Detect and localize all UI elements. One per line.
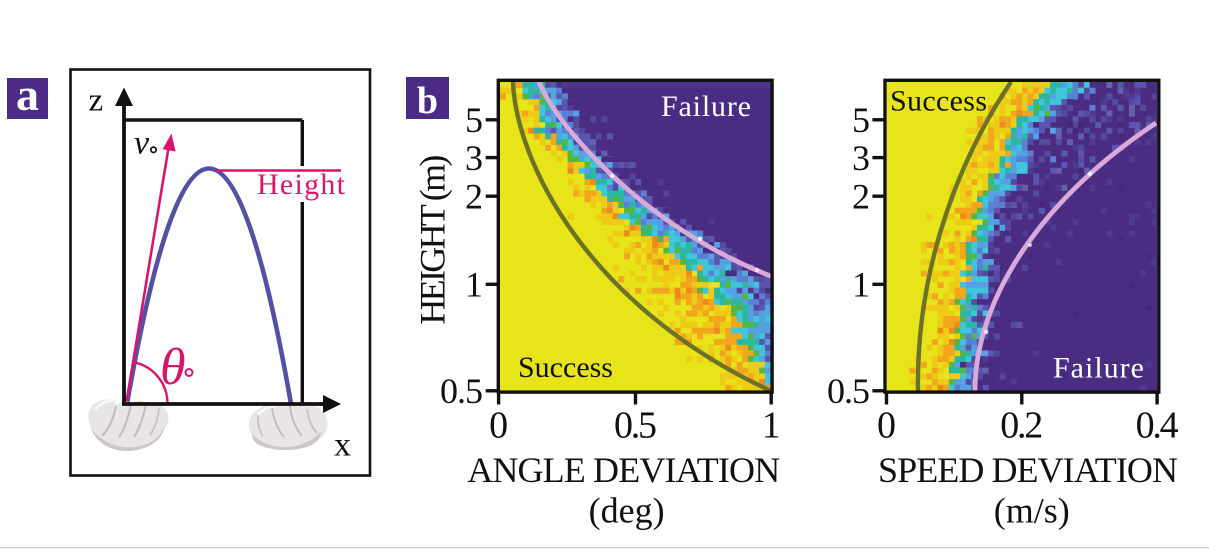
svg-text:b: b bbox=[417, 80, 438, 122]
svg-text:Success: Success bbox=[890, 85, 987, 118]
svg-text:a: a bbox=[16, 69, 39, 120]
svg-text:v: v bbox=[134, 125, 150, 162]
svg-text:x: x bbox=[334, 427, 351, 464]
svg-text:0.5: 0.5 bbox=[827, 371, 870, 411]
svg-text:z: z bbox=[89, 83, 104, 119]
svg-text:1: 1 bbox=[762, 405, 781, 447]
svg-text:(m/s): (m/s) bbox=[994, 491, 1070, 531]
svg-text:5: 5 bbox=[465, 100, 483, 140]
svg-text:0: 0 bbox=[877, 405, 896, 447]
svg-text:ANGLE DEVIATION: ANGLE DEVIATION bbox=[467, 450, 780, 490]
svg-text:Failure: Failure bbox=[661, 90, 751, 123]
svg-text:2: 2 bbox=[465, 177, 483, 217]
svg-text:SPEED DEVIATION: SPEED DEVIATION bbox=[878, 450, 1178, 490]
svg-text:Success: Success bbox=[518, 351, 613, 384]
svg-text:θ: θ bbox=[160, 339, 186, 396]
svg-text:0.5: 0.5 bbox=[440, 371, 483, 411]
svg-text:1: 1 bbox=[852, 265, 870, 305]
svg-text:HEIGHT (m): HEIGHT (m) bbox=[413, 155, 453, 325]
svg-text:0: 0 bbox=[489, 405, 508, 447]
svg-text:0.2: 0.2 bbox=[1000, 405, 1043, 447]
svg-text:Height: Height bbox=[257, 168, 346, 201]
svg-text:3: 3 bbox=[852, 138, 870, 178]
svg-text:2: 2 bbox=[852, 177, 870, 217]
svg-text:Failure: Failure bbox=[1053, 352, 1144, 385]
svg-text:3: 3 bbox=[465, 138, 483, 178]
svg-text:5: 5 bbox=[852, 100, 870, 140]
svg-text:0.5: 0.5 bbox=[614, 405, 657, 447]
svg-text:0.4: 0.4 bbox=[1136, 405, 1179, 447]
svg-text:(deg): (deg) bbox=[589, 491, 665, 531]
svg-text:1: 1 bbox=[465, 265, 483, 305]
